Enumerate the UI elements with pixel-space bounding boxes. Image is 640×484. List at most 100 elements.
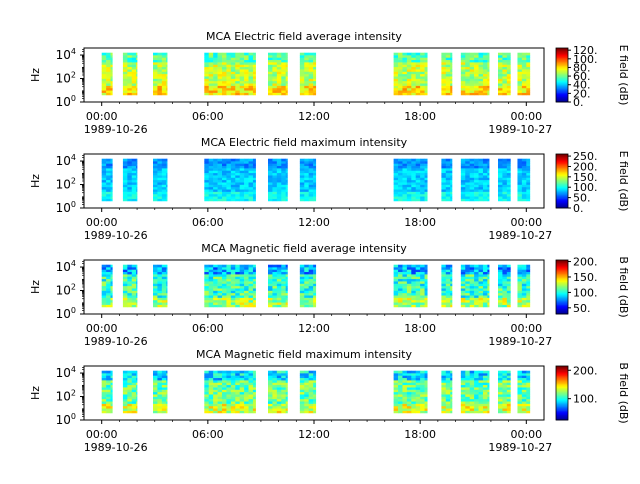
- spectrogram-cell: [217, 193, 223, 197]
- spectrogram-cell: [136, 55, 138, 58]
- spectrogram-cell: [272, 288, 278, 291]
- spectrogram-cell: [131, 283, 137, 287]
- spectrogram-cell: [460, 283, 466, 287]
- spectrogram-cell: [268, 302, 273, 305]
- spectrogram-cell: [517, 299, 523, 303]
- spectrogram-cell: [398, 83, 403, 86]
- spectrogram-cell: [281, 398, 286, 402]
- spectrogram-cell: [276, 57, 282, 61]
- spectrogram-cell: [487, 295, 490, 298]
- spectrogram-cell: [450, 391, 453, 395]
- spectrogram-cell: [272, 387, 278, 390]
- colorbar-tick-label: 100.: [573, 393, 598, 406]
- colorbar: 100.200. B field (dB): [555, 362, 630, 424]
- spectrogram-cell: [411, 401, 417, 404]
- spectrogram-cell: [465, 198, 470, 202]
- spectrogram-cell: [222, 165, 227, 169]
- spectrogram-cell: [313, 193, 317, 197]
- spectrogram-cell: [157, 377, 163, 381]
- spectrogram-cell: [402, 71, 408, 75]
- spectrogram-cell: [101, 85, 107, 89]
- spectrogram-cell: [487, 179, 490, 183]
- spectrogram-cell: [487, 92, 490, 96]
- spectrogram-cell: [166, 267, 168, 270]
- spectrogram-cell: [398, 292, 403, 296]
- spectrogram-cell: [460, 62, 466, 65]
- spectrogram-cell: [244, 196, 249, 199]
- spectrogram-cell: [272, 52, 278, 56]
- spectrogram-cell: [244, 71, 249, 75]
- spectrogram-cell: [469, 396, 475, 400]
- colorbar-swatch: [556, 85, 568, 88]
- spectrogram-cell: [213, 264, 218, 268]
- spectrogram-cell: [127, 189, 133, 192]
- spectrogram-cell: [487, 177, 490, 181]
- spectrogram-cell: [281, 59, 286, 63]
- spectrogram-cell: [244, 80, 249, 84]
- spectrogram-cell: [313, 184, 317, 188]
- spectrogram-cell: [478, 401, 484, 404]
- spectrogram-cell: [406, 69, 412, 72]
- spectrogram-cell: [204, 73, 210, 77]
- spectrogram-cell: [239, 375, 245, 379]
- spectrogram-cell: [465, 276, 470, 280]
- spectrogram-cell: [498, 83, 503, 86]
- spectrogram-cell: [460, 396, 466, 400]
- spectrogram-cell: [474, 80, 479, 84]
- colorbar-swatch: [556, 91, 568, 93]
- spectrogram-cell: [131, 396, 137, 400]
- spectrogram-cell: [204, 410, 210, 414]
- spectrogram-cell: [101, 78, 107, 82]
- spectrogram-cell: [402, 87, 408, 91]
- spectrogram-cell: [445, 175, 451, 178]
- spectrogram-cell: [313, 55, 317, 58]
- colorbar-swatch: [556, 375, 568, 378]
- spectrogram-cell: [222, 170, 227, 174]
- colorbar-swatch: [556, 273, 568, 276]
- spectrogram-cell: [487, 85, 490, 89]
- spectrogram-cell: [487, 163, 490, 167]
- spectrogram-cell: [276, 283, 282, 287]
- spectrogram-cell: [482, 405, 488, 409]
- spectrogram-cell: [235, 370, 240, 374]
- spectrogram-cell: [415, 189, 421, 192]
- spectrogram-cell: [230, 408, 236, 411]
- spectrogram-cell: [230, 186, 236, 190]
- spectrogram-cell: [166, 375, 168, 379]
- spectrogram-cell: [131, 177, 137, 181]
- spectrogram-cell: [482, 373, 488, 376]
- spectrogram-cell: [393, 274, 399, 277]
- spectrogram-cell: [226, 55, 232, 58]
- spectrogram-cell: [106, 377, 111, 381]
- spectrogram-cell: [268, 288, 273, 291]
- spectrogram-cell: [131, 387, 137, 390]
- spectrogram-cell: [157, 73, 163, 77]
- spectrogram-cell: [465, 66, 470, 70]
- y-tick-label: 100: [56, 200, 76, 215]
- spectrogram-cell: [252, 405, 256, 409]
- spectrogram-cell: [127, 403, 133, 407]
- spectrogram-cell: [441, 394, 447, 397]
- x-tick-label: 06:00: [192, 322, 224, 335]
- spectrogram-cell: [487, 285, 490, 289]
- spectrogram-cell: [478, 302, 484, 305]
- date-end-label: 1989-10-27: [488, 229, 552, 242]
- spectrogram-cell: [465, 179, 470, 183]
- spectrogram-cell: [487, 387, 490, 390]
- spectrogram-cell: [281, 264, 286, 268]
- spectrogram-cell: [299, 283, 305, 287]
- spectrogram-cell: [226, 161, 232, 164]
- spectrogram-cell: [131, 85, 137, 89]
- spectrogram-cell: [506, 290, 511, 294]
- colorbar-swatch: [556, 299, 568, 301]
- spectrogram-cell: [398, 55, 403, 58]
- colorbar-swatch: [556, 276, 568, 278]
- spectrogram-cell: [208, 170, 214, 174]
- spectrogram-cell: [393, 59, 399, 63]
- spectrogram-cell: [136, 297, 138, 301]
- spectrogram-cell: [415, 163, 421, 167]
- spectrogram-cell: [252, 295, 256, 298]
- spectrogram-cell: [402, 299, 408, 303]
- spectrogram-cell: [204, 375, 210, 379]
- spectrogram-cell: [127, 71, 133, 75]
